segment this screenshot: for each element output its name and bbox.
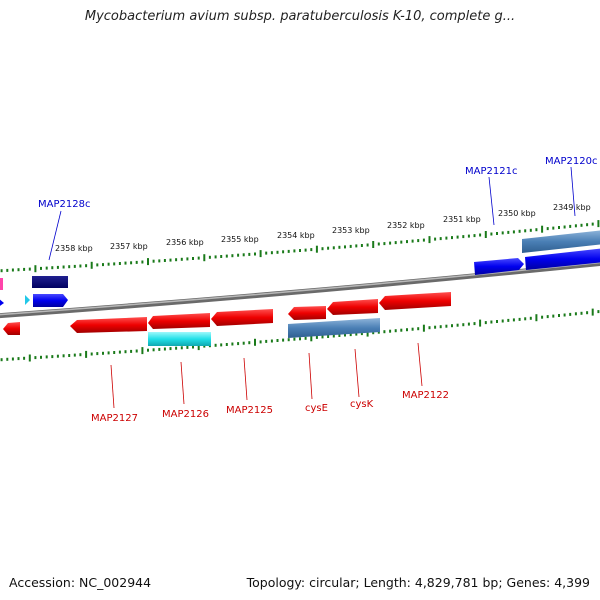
scale-label: 2351 kbp: [443, 215, 481, 224]
callout-line: [570, 166, 576, 217]
gene-label-map2127[interactable]: MAP2127: [91, 413, 138, 424]
gene-feature-map2128c-cds[interactable]: [32, 276, 68, 288]
scale-label: 2355 kbp: [221, 235, 259, 244]
genome-backbone-highlight: [0, 261, 600, 316]
callout-line: [354, 348, 360, 398]
callout-line: [48, 210, 62, 261]
gene-feature-map2128c[interactable]: [33, 294, 68, 307]
gene-label-map2128c[interactable]: MAP2128c: [38, 199, 90, 210]
gene-label-map2120c[interactable]: MAP2120c: [545, 156, 597, 167]
scale-label: 2358 kbp: [55, 244, 93, 253]
map-title: Mycobacterium avium subsp. paratuberculo…: [84, 9, 516, 24]
scale-labels: 2358 kbp 2357 kbp 2356 kbp 2355 kbp 2354…: [55, 203, 591, 253]
genome-summary-text: Topology: circular; Length: 4,829,781 bp…: [246, 575, 590, 590]
gene-feature-map2125[interactable]: [211, 309, 273, 326]
gene-feature-map2126[interactable]: [148, 313, 210, 329]
forward-labels: MAP2128c MAP2121c MAP2120c: [38, 156, 597, 261]
callout-line: [180, 361, 185, 405]
callout-line: [417, 342, 423, 387]
accession-text: Accession: NC_002944: [9, 575, 152, 590]
callout-line: [110, 364, 115, 409]
gene-feature-map2122[interactable]: [379, 292, 451, 310]
reverse-strand-features: [3, 292, 451, 346]
gene-feature-map2120c[interactable]: [525, 248, 600, 270]
gene-feature-partial-left[interactable]: [0, 297, 4, 308]
scale-label: 2352 kbp: [387, 221, 425, 230]
scale-label: 2349 kbp: [553, 203, 591, 212]
gene-label-map2126[interactable]: MAP2126: [162, 409, 209, 420]
gene-feature-map2126-rna[interactable]: [148, 332, 211, 346]
scale-label: 2353 kbp: [332, 226, 370, 235]
gene-feature-map2121c[interactable]: [474, 258, 524, 275]
gene-feature-map2127[interactable]: [70, 317, 147, 333]
gene-feature-pink-edge[interactable]: [0, 278, 3, 290]
gene-label-cysk[interactable]: cysK: [350, 399, 374, 410]
callout-line: [243, 357, 248, 401]
reverse-labels: MAP2127 MAP2126 MAP2125 cysE cysK MAP212…: [91, 342, 449, 424]
gene-label-cyse[interactable]: cysE: [305, 403, 328, 414]
genome-backbone: [0, 260, 600, 319]
gene-feature-cyse[interactable]: [288, 306, 326, 320]
callout-line: [488, 176, 495, 226]
scale-label: 2354 kbp: [277, 231, 315, 240]
gene-label-map2125[interactable]: MAP2125: [226, 405, 273, 416]
forward-strand-features: [0, 230, 600, 308]
gene-label-map2121c[interactable]: MAP2121c: [465, 166, 517, 177]
callout-line: [308, 352, 313, 400]
gene-feature-partial-red[interactable]: [3, 322, 20, 335]
gene-label-map2122[interactable]: MAP2122: [402, 390, 449, 401]
scale-label: 2357 kbp: [110, 242, 148, 251]
gene-feature-cysk[interactable]: [327, 299, 378, 315]
gene-feature-cyse-cysk-rna[interactable]: [288, 318, 380, 338]
upper-tick-ring: [0, 220, 600, 273]
gene-feature-cyan-marker[interactable]: [25, 295, 30, 305]
scale-label: 2356 kbp: [166, 238, 204, 247]
gene-feature-map2120c-rna[interactable]: [522, 230, 600, 253]
scale-label: 2350 kbp: [498, 209, 536, 218]
